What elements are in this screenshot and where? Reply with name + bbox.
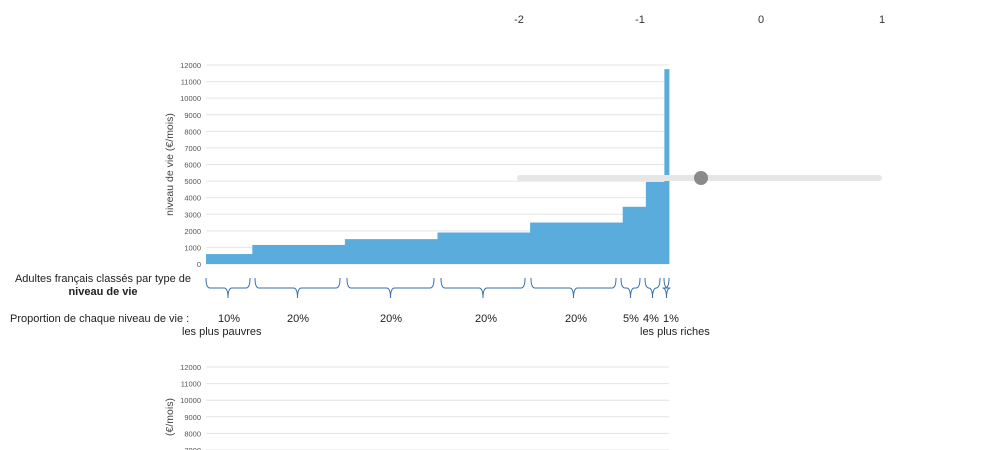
group-braces	[205, 277, 671, 299]
proportion-value: 4%	[643, 313, 659, 325]
y-tick-label: 11000	[181, 78, 201, 87]
y-tick-label: 7000	[184, 144, 201, 153]
slider-handle[interactable]	[693, 171, 708, 185]
bar	[206, 254, 253, 264]
proportion-value: 10%	[217, 313, 241, 325]
proportion-value: 20%	[379, 313, 403, 325]
y-tick-label: 0	[197, 260, 201, 269]
y-tick-label: 3000	[184, 210, 201, 219]
y-tick-label: 10000	[180, 94, 201, 103]
adults-classification-label: Adultes français classés par type de niv…	[10, 273, 196, 299]
slider-tick-label: 1	[878, 14, 886, 26]
y-tick-label: 2000	[184, 227, 201, 236]
bar	[645, 181, 665, 264]
proportion-value: 20%	[286, 313, 310, 325]
y-axis-label: niveau de vie (€/mois)	[164, 113, 176, 216]
proportion-value: 20%	[474, 313, 498, 325]
proportion-value: 1%	[663, 313, 679, 325]
y-tick-label: 11000	[181, 380, 201, 389]
y-tick-label: 9000	[184, 111, 201, 120]
bar	[622, 206, 647, 264]
y-tick-label: 1000	[184, 243, 201, 252]
y-tick-label: 8000	[184, 429, 201, 438]
y-tick-label: 4000	[184, 194, 201, 203]
adults-label-line1: Adultes français classés par type de	[14, 273, 192, 285]
proportion-value: 5%	[623, 313, 639, 325]
richest-note: les plus riches	[640, 326, 710, 338]
slider-tick-label: -2	[514, 14, 524, 26]
y-tick-label: 12000	[180, 61, 201, 70]
poorest-note: les plus pauvres	[182, 326, 262, 338]
adults-label-line2: niveau de vie	[68, 286, 138, 298]
bar	[664, 69, 670, 264]
group-brace	[254, 277, 341, 299]
bar	[344, 239, 438, 264]
slider-tick-label: 0	[757, 14, 765, 26]
slider-tick-label: -1	[635, 14, 645, 26]
group-brace	[440, 277, 526, 299]
bar	[530, 222, 624, 264]
y-tick-label: 9000	[184, 413, 201, 422]
second-income-chart: 7000 8000 9000 10000 11000 12000 (€/mois)	[164, 363, 669, 450]
y-tick-label: 5000	[184, 177, 201, 186]
proportion-label: Proportion de chaque niveau de vie :	[10, 313, 190, 325]
y-tick-label: 7000	[184, 446, 201, 450]
income-distribution-chart: 0 1000 2000 3000 4000 5000 6000 7000 8000 9000 100…	[164, 61, 670, 269]
group-brace	[346, 277, 435, 299]
proportion-value: 20%	[564, 313, 588, 325]
group-brace	[205, 277, 251, 299]
y-tick-label: 6000	[184, 161, 201, 170]
group-brace	[530, 277, 617, 299]
y-axis-label: (€/mois)	[164, 398, 176, 436]
bar	[252, 244, 346, 264]
y-tick-label: 8000	[184, 127, 201, 136]
bar	[437, 232, 531, 264]
y-tick-label: 10000	[180, 396, 201, 405]
group-brace	[620, 277, 641, 299]
group-brace	[644, 277, 661, 299]
group-brace	[662, 277, 671, 299]
y-tick-label: 12000	[180, 363, 201, 372]
